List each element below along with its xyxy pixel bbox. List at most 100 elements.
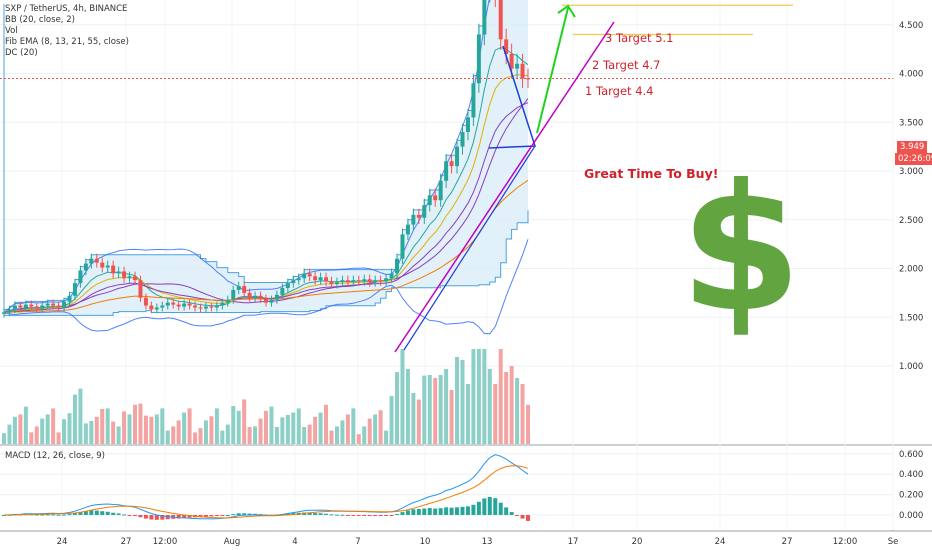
macd-histogram-bar	[187, 515, 192, 518]
candle-body	[18, 305, 23, 308]
macd-histogram-bar	[127, 515, 132, 516]
volume-bar	[296, 408, 301, 444]
macd-tick-label: 0.200	[899, 491, 923, 501]
volume-bar	[356, 434, 361, 444]
candle-body	[269, 299, 274, 303]
volume-bar	[351, 408, 356, 444]
volume-bar	[438, 375, 443, 444]
macd-histogram-bar	[225, 514, 230, 516]
candle-body	[422, 205, 427, 218]
volume-bar	[40, 418, 45, 444]
macd-histogram-bar	[307, 512, 312, 515]
candle-body	[515, 63, 520, 69]
macd-histogram-bar	[400, 512, 405, 515]
candle-body	[280, 288, 285, 295]
dc-legend[interactable]: DC (20)	[5, 48, 38, 58]
macd-histogram-bar	[56, 514, 61, 516]
macd-histogram-bar	[78, 512, 83, 515]
volume-bar	[12, 416, 17, 444]
candle-body	[444, 161, 449, 181]
candle-body	[29, 304, 34, 307]
volume-bar	[209, 416, 214, 444]
macd-histogram-bar	[133, 515, 137, 516]
price-tick-label: 1.500	[899, 313, 923, 323]
volume-bar	[198, 428, 203, 444]
macd-histogram-bar	[198, 515, 203, 518]
candle-body	[351, 280, 356, 283]
macd-histogram-bar	[324, 513, 329, 515]
price-axis: 1.000 1.500 2.000 2.500 3.000 3.500 4.000 4.500…	[899, 21, 923, 521]
candle-body	[122, 271, 127, 279]
candle-body	[324, 277, 329, 282]
volume-bar	[127, 414, 132, 444]
candle-body	[253, 295, 258, 298]
price-tick-label: 1.000	[899, 362, 923, 372]
candle-body	[509, 54, 514, 69]
candle-body	[302, 273, 307, 279]
time-tick-label: 4	[292, 537, 297, 547]
volume-bar	[280, 417, 285, 444]
macd-histogram-bar	[116, 513, 121, 515]
candle-body	[2, 312, 6, 314]
macd-histogram-bar	[100, 511, 105, 515]
price-tick-label: 3.500	[899, 118, 923, 128]
countdown-tag: 02:26:09	[895, 153, 932, 165]
macd-histogram-bar	[149, 515, 154, 520]
volume-bar	[154, 414, 159, 444]
volume-bar	[100, 409, 105, 444]
volume-bar	[460, 360, 465, 444]
macd-histogram-bar	[122, 514, 127, 516]
candle-body	[313, 276, 318, 281]
candle-body	[264, 298, 268, 303]
bb-legend[interactable]: BB (20, close, 2)	[5, 15, 75, 25]
macd-histogram-bar	[356, 515, 361, 516]
candle-body	[160, 305, 165, 308]
macd-legend[interactable]: MACD (12, 26, close, 9)	[5, 451, 105, 461]
drawings	[0, 4, 893, 353]
macd-histogram-bar	[351, 515, 356, 516]
volume-bar	[389, 396, 394, 444]
macd-histogram-bar	[313, 513, 318, 515]
macd-histogram-bar	[231, 514, 236, 516]
volume-bar	[373, 414, 378, 444]
macd-histogram-bar	[329, 514, 334, 516]
volume-bar	[165, 430, 170, 444]
candle-body	[258, 295, 263, 299]
vol-legend[interactable]: Vol	[5, 26, 18, 36]
macd-histogram-bar	[89, 510, 94, 515]
volume-bar	[253, 426, 258, 444]
macd-histogram-bar	[253, 513, 258, 515]
donchian-fill	[4, 0, 528, 316]
volume-bar	[264, 410, 268, 444]
candle-body	[111, 265, 116, 274]
macd-histogram-bar	[504, 507, 509, 515]
volume-bar	[329, 430, 334, 444]
fib-ema-legend[interactable]: Fib EMA (8, 13, 21, 55, close)	[5, 37, 129, 47]
candle-body	[193, 305, 198, 308]
candle-body	[356, 280, 361, 282]
volume-bar	[23, 406, 28, 444]
target-1-label: 1 Target 4.4	[585, 84, 654, 98]
time-tick-label: 20	[632, 537, 643, 547]
volume-bar	[160, 408, 165, 444]
volume-bar	[72, 394, 77, 444]
macd-tick-label: 0.600	[899, 450, 923, 460]
volume-bar	[422, 375, 427, 444]
volume-bar	[138, 403, 143, 444]
symbol-title[interactable]: SXP / TetherUS, 4h, BINANCE	[5, 4, 128, 14]
candle-body	[242, 286, 247, 293]
macd-histogram-bar	[94, 510, 99, 515]
volume-bars	[2, 349, 530, 444]
time-tick-label: Se	[888, 537, 899, 547]
buy-annotation: Great Time To Buy!	[584, 166, 719, 181]
candle-body	[471, 83, 476, 118]
candle-body	[67, 295, 72, 302]
candle-body	[62, 301, 67, 308]
candle-body	[78, 270, 83, 284]
macd-histogram-bar	[455, 507, 460, 515]
volume-bar	[122, 411, 127, 444]
volume-bar	[509, 366, 514, 444]
macd-histogram-bar	[405, 510, 410, 515]
volume-bar	[498, 349, 503, 444]
volume-bar	[340, 420, 345, 444]
